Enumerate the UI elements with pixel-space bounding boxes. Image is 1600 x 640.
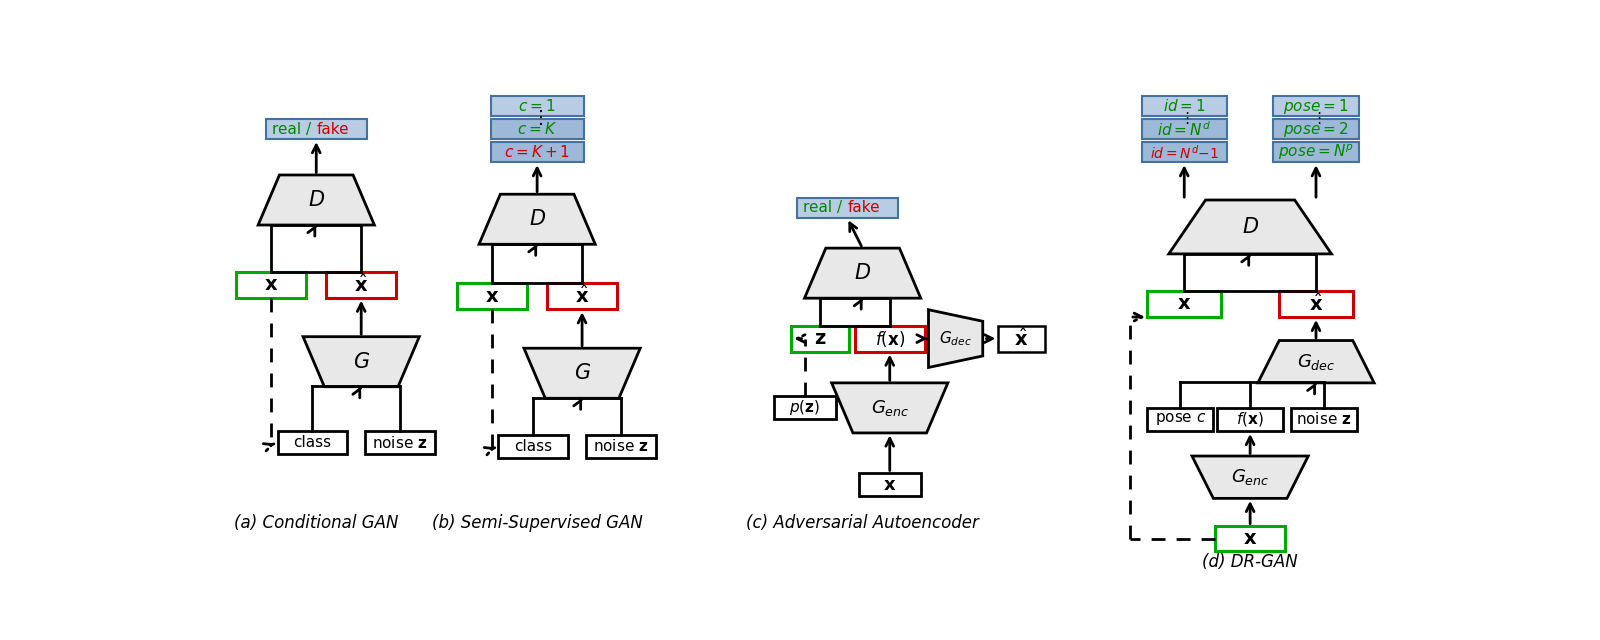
Text: pose $c$: pose $c$ — [1155, 412, 1206, 428]
Text: $pose = N^p$: $pose = N^p$ — [1278, 143, 1354, 162]
FancyBboxPatch shape — [998, 326, 1045, 352]
Polygon shape — [805, 248, 920, 298]
Polygon shape — [1192, 456, 1309, 499]
Text: $G_{enc}$: $G_{enc}$ — [870, 398, 909, 418]
FancyBboxPatch shape — [498, 435, 568, 458]
FancyBboxPatch shape — [491, 96, 584, 116]
FancyBboxPatch shape — [491, 142, 584, 163]
FancyBboxPatch shape — [458, 283, 526, 309]
Text: $pose = 1$: $pose = 1$ — [1283, 97, 1349, 116]
Text: $G$: $G$ — [573, 364, 590, 383]
Text: (c) Adversarial Autoencoder: (c) Adversarial Autoencoder — [746, 515, 979, 532]
Polygon shape — [1258, 340, 1374, 383]
Text: noise $\mathbf{z}$: noise $\mathbf{z}$ — [373, 435, 427, 451]
FancyBboxPatch shape — [586, 435, 656, 458]
Text: $id = N^d$: $id = N^d$ — [1157, 120, 1211, 138]
Text: (a) Conditional GAN: (a) Conditional GAN — [234, 515, 398, 532]
Text: $\mathbf{x}$: $\mathbf{x}$ — [1243, 529, 1258, 548]
Text: $c = K+1$: $c = K+1$ — [504, 144, 570, 160]
Polygon shape — [523, 348, 640, 398]
FancyBboxPatch shape — [1147, 291, 1221, 317]
FancyBboxPatch shape — [1218, 408, 1283, 431]
Text: $G_{dec}$: $G_{dec}$ — [1296, 352, 1336, 372]
FancyBboxPatch shape — [1274, 96, 1358, 116]
Polygon shape — [302, 337, 419, 387]
FancyBboxPatch shape — [1278, 291, 1354, 317]
Text: $D$: $D$ — [854, 263, 870, 283]
FancyBboxPatch shape — [1142, 142, 1227, 163]
FancyBboxPatch shape — [859, 474, 920, 497]
FancyBboxPatch shape — [237, 271, 306, 298]
Polygon shape — [478, 194, 595, 244]
FancyBboxPatch shape — [547, 283, 618, 309]
Polygon shape — [258, 175, 374, 225]
FancyBboxPatch shape — [1274, 142, 1358, 163]
FancyBboxPatch shape — [854, 326, 925, 352]
Text: $D$: $D$ — [1242, 217, 1259, 237]
Text: $pose = 2$: $pose = 2$ — [1283, 120, 1349, 139]
FancyBboxPatch shape — [1216, 527, 1285, 551]
Text: $\hat{\mathbf{x}}$: $\hat{\mathbf{x}}$ — [1014, 328, 1029, 349]
FancyBboxPatch shape — [1147, 408, 1213, 431]
Text: real /: real / — [272, 122, 317, 137]
FancyBboxPatch shape — [1274, 119, 1358, 139]
FancyBboxPatch shape — [1142, 119, 1227, 139]
FancyBboxPatch shape — [266, 119, 366, 139]
Text: $\hat{\mathbf{x}}$: $\hat{\mathbf{x}}$ — [574, 285, 589, 307]
Text: (b) Semi-Supervised GAN: (b) Semi-Supervised GAN — [432, 515, 643, 532]
FancyBboxPatch shape — [797, 198, 898, 218]
Text: noise $\mathbf{z}$: noise $\mathbf{z}$ — [594, 438, 648, 454]
Text: class: class — [514, 439, 552, 454]
Text: $c = K$: $c = K$ — [517, 121, 557, 137]
Text: $\mathbf{x}$: $\mathbf{x}$ — [1178, 294, 1192, 314]
FancyBboxPatch shape — [1142, 96, 1227, 116]
Text: fake: fake — [317, 122, 349, 137]
Text: (d) DR-GAN: (d) DR-GAN — [1202, 553, 1298, 571]
FancyBboxPatch shape — [773, 396, 835, 419]
Text: $f(\mathbf{x})$: $f(\mathbf{x})$ — [875, 328, 906, 349]
Text: class: class — [293, 435, 331, 450]
Text: $G_{dec}$: $G_{dec}$ — [939, 329, 973, 348]
Text: $p(\mathbf{z})$: $p(\mathbf{z})$ — [789, 398, 821, 417]
Text: $\mathbf{x}$: $\mathbf{x}$ — [485, 287, 499, 306]
Text: $\hat{\mathbf{x}}$: $\hat{\mathbf{x}}$ — [1309, 293, 1323, 315]
Text: $id = N^d$$-1$: $id = N^d$$-1$ — [1150, 143, 1219, 161]
Text: $G_{enc}$: $G_{enc}$ — [1230, 467, 1269, 487]
FancyBboxPatch shape — [491, 119, 584, 139]
Text: $\mathbf{x}$: $\mathbf{x}$ — [264, 275, 278, 294]
Text: $D$: $D$ — [307, 190, 325, 210]
Text: noise $\mathbf{z}$: noise $\mathbf{z}$ — [1296, 412, 1352, 428]
Text: $\vdots$: $\vdots$ — [531, 108, 542, 127]
Polygon shape — [1168, 200, 1331, 254]
Text: $c = 1$: $c = 1$ — [518, 98, 555, 114]
Text: $\vdots$: $\vdots$ — [1310, 109, 1322, 125]
Polygon shape — [928, 310, 982, 367]
Text: real /: real / — [803, 200, 846, 215]
Text: fake: fake — [846, 200, 880, 215]
FancyBboxPatch shape — [790, 326, 850, 352]
FancyBboxPatch shape — [365, 431, 435, 454]
Polygon shape — [832, 383, 947, 433]
FancyBboxPatch shape — [326, 271, 397, 298]
Text: $\mathbf{z}$: $\mathbf{z}$ — [814, 329, 826, 348]
Text: $\vdots$: $\vdots$ — [1179, 109, 1189, 125]
FancyBboxPatch shape — [277, 431, 347, 454]
Text: $f(\mathbf{x})$: $f(\mathbf{x})$ — [1237, 410, 1264, 428]
FancyBboxPatch shape — [1291, 408, 1357, 431]
Text: $\hat{\mathbf{x}}$: $\hat{\mathbf{x}}$ — [354, 274, 368, 296]
Text: $\mathbf{x}$: $\mathbf{x}$ — [883, 476, 896, 494]
Text: $id = 1$: $id = 1$ — [1163, 98, 1206, 114]
Text: $G$: $G$ — [352, 352, 370, 372]
Text: $D$: $D$ — [528, 209, 546, 229]
